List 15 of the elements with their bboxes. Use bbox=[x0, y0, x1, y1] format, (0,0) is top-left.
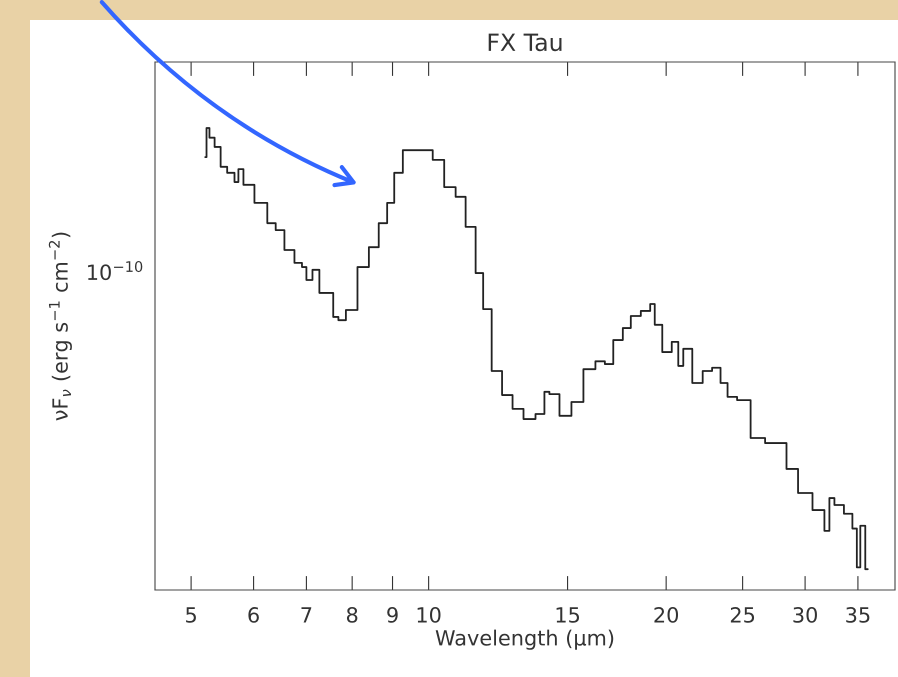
x-tick-label: 7 bbox=[301, 607, 312, 622]
x-axis-title: Wavelength (μm) bbox=[436, 630, 614, 650]
x-tick-label: 25 bbox=[730, 607, 754, 623]
x-tick-label: 30 bbox=[793, 607, 817, 623]
x-tick-label: 8 bbox=[346, 607, 358, 623]
x-tick-label: 6 bbox=[248, 607, 259, 623]
x-tick-label: 9 bbox=[387, 607, 398, 623]
x-tick-label: 20 bbox=[654, 607, 678, 623]
x-tick-label: 10 bbox=[418, 607, 440, 623]
x-tick-label: 35 bbox=[846, 607, 870, 623]
y-axis-title: νF$_{ν}$ (erg s$^{−1}$ cm$^{−2}$) bbox=[48, 232, 72, 420]
text: 10$^{−10}$ bbox=[88, 261, 142, 280]
x-tick-label: 5 bbox=[186, 607, 196, 623]
x-tick-label: 15 bbox=[556, 607, 580, 623]
chart-title: FX Tau bbox=[488, 34, 562, 52]
